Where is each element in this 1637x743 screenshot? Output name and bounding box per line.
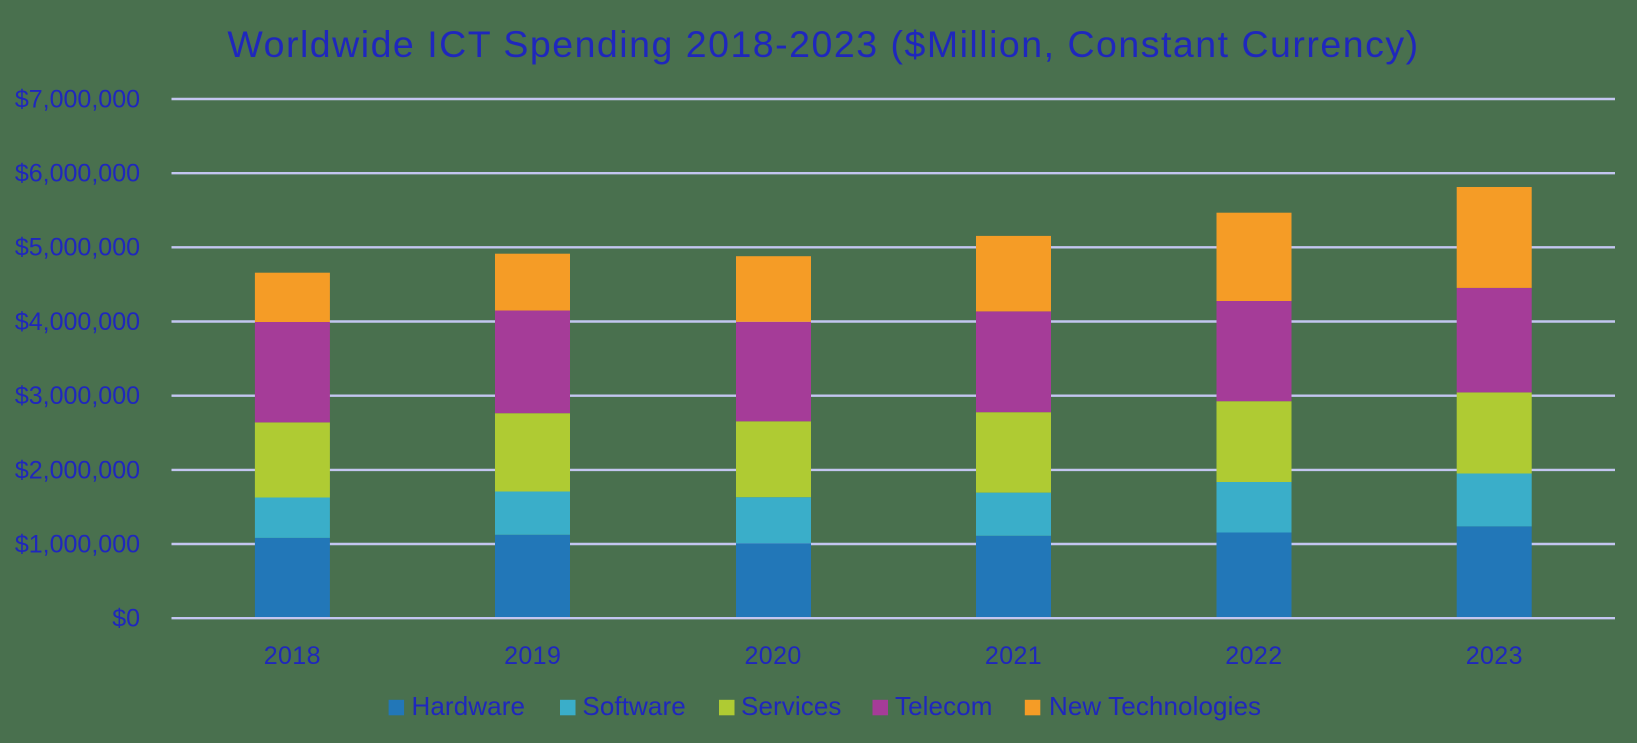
- svg-text:2019: 2019: [504, 642, 561, 670]
- svg-text:$1,000,000: $1,000,000: [15, 530, 140, 558]
- svg-text:$2,000,000: $2,000,000: [15, 456, 140, 484]
- svg-text:Telecom: Telecom: [895, 691, 993, 721]
- svg-text:2021: 2021: [985, 642, 1042, 670]
- svg-text:$7,000,000: $7,000,000: [15, 85, 140, 113]
- svg-text:Hardware: Hardware: [412, 691, 526, 721]
- svg-text:Software: Software: [582, 691, 685, 721]
- svg-text:2018: 2018: [264, 642, 321, 670]
- svg-text:Worldwide ICT Spending 2018-20: Worldwide ICT Spending 2018-2023 ($Milli…: [227, 23, 1419, 65]
- svg-text:$0: $0: [112, 605, 140, 633]
- svg-text:New Technologies: New Technologies: [1049, 691, 1261, 721]
- svg-text:2023: 2023: [1466, 642, 1523, 670]
- svg-text:2022: 2022: [1225, 642, 1282, 670]
- svg-text:$5,000,000: $5,000,000: [15, 234, 140, 262]
- svg-text:$6,000,000: $6,000,000: [15, 160, 140, 188]
- svg-text:$3,000,000: $3,000,000: [15, 382, 140, 410]
- svg-text:2020: 2020: [744, 642, 801, 670]
- svg-text:Services: Services: [741, 691, 842, 721]
- svg-text:$4,000,000: $4,000,000: [15, 308, 140, 336]
